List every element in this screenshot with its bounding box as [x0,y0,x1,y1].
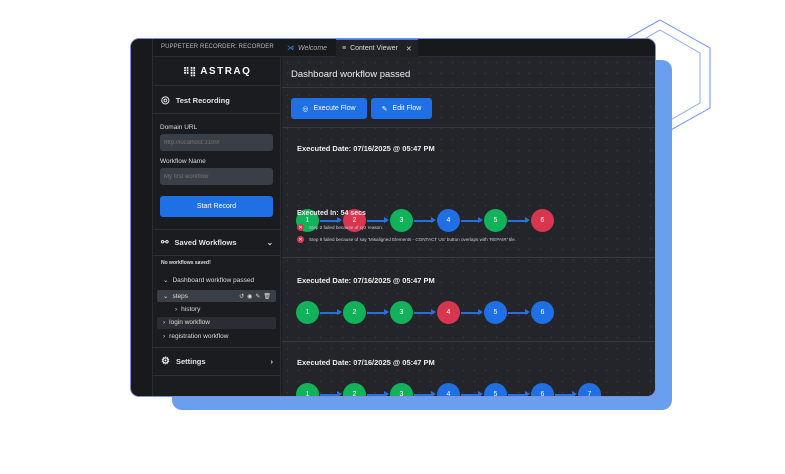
target-icon: ◎ [161,95,170,106]
flow-arrow [461,217,483,223]
login-row: › login workflow [163,319,210,326]
domain-url-input[interactable] [160,134,273,151]
step-node-pending[interactable]: 5 [484,301,507,324]
flow-arrow [461,391,483,396]
error-icon: ✕ [297,236,304,243]
step-node-pass[interactable]: 1 [296,383,319,396]
workflow-icon: ⚯ [161,237,169,247]
tree-item-dashboard[interactable]: ⌄ Dashboard workflow passed [163,276,255,285]
step-node-pending[interactable]: 4 [437,209,460,232]
tree-item-steps[interactable] [157,290,276,302]
file-icon: ≡ [342,45,347,52]
settings-header[interactable]: ⚙ Settings › [161,356,273,367]
flow-arrow [367,217,389,223]
flow-arrow [414,217,436,223]
error-icon: ✕ [297,224,304,231]
history-icon[interactable]: ↺ [239,293,245,300]
executed-date: Executed Date: 07/16/2025 @ 05:47 PM [297,276,435,285]
chevron-down-icon: ⌄ [163,277,169,284]
executed-in: Executed In: 54 secs [297,210,366,217]
step-node-pass[interactable]: 2 [343,383,366,396]
flow-arrow [508,217,530,223]
tab-welcome[interactable]: ⋊ Welcome [287,44,328,53]
step-node-pending[interactable]: 4 [437,383,460,396]
sidebar: ⠿⣿ASTRAQ ◎Test Recording Domain URL Work… [153,57,281,396]
trash-icon[interactable]: 🗑 [263,293,271,300]
flow-arrow [367,309,389,315]
step-node-pending[interactable]: 6 [531,383,554,396]
gear-icon: ⚙ [161,356,170,367]
flow-arrow [508,309,530,315]
workflow-name-input[interactable] [160,168,273,185]
tree-item-history[interactable]: › history [175,306,201,313]
workflow-name-label: Workflow Name [160,158,206,165]
flow-arrow [461,309,483,315]
error-message: ✕ Step 6 failed because of say 'Misaligne… [297,236,516,243]
chevron-right-icon: › [163,319,166,326]
chevron-right-icon: › [175,306,178,313]
step-node-pending[interactable]: 5 [484,383,507,396]
domain-url-label: Domain URL [160,124,198,131]
saved-workflows-header[interactable]: ⚯ Saved Workflows ⌄ [161,237,273,247]
page-title: Dashboard workflow passed [291,69,411,80]
step-node-pass[interactable]: 3 [390,209,413,232]
test-recording-header[interactable]: ◎ Test Recording [161,95,230,106]
chevron-down-icon: ⌄ [163,293,169,300]
logo: ⠿⣿ ASTRAQ [183,66,252,77]
step-node-pass[interactable]: 5 [484,209,507,232]
step-node-pending[interactable]: 7 [578,383,601,396]
chevron-right-icon: › [270,357,274,366]
target-icon: ◎ [302,105,309,113]
edit-icon[interactable]: ✎ [255,293,261,300]
flow-arrow [508,391,530,396]
flow-arrow [320,309,342,315]
flow-arrow [367,391,389,396]
flow-arrow [414,391,436,396]
execute-flow-button[interactable]: ◎ Execute Flow [291,98,367,119]
edit-icon: ✎ [381,105,388,113]
step-node-pass[interactable]: 2 [343,301,366,324]
tree-item-login[interactable] [157,317,276,329]
step-node-fail[interactable]: 2 [343,209,366,232]
content-viewer: Dashboard workflow passed ◎ Execute Flow … [282,57,655,396]
tab-content-viewer[interactable]: ≡ Content Viewer ✕ [336,39,418,57]
step-node-pass[interactable]: 1 [296,301,319,324]
executed-date: Executed Date: 07/16/2025 @ 05:47 PM [297,144,435,153]
steps-row: ⌄ steps ↺ ◉ ✎ 🗑 [163,292,271,301]
app-window: PUPPETEER RECORDER: RECORDER ⋊ Welcome ≡ C… [130,38,656,397]
app-title: PUPPETEER RECORDER: RECORDER [161,44,274,50]
chevron-right-icon: › [163,333,166,340]
step-node-pending[interactable]: 6 [531,301,554,324]
close-icon[interactable]: ✕ [405,45,412,53]
tree-item-registration[interactable]: › registration workflow [163,333,229,340]
flow-arrow [320,217,342,223]
flow-arrow [555,391,577,396]
play-icon[interactable]: ◉ [247,293,253,300]
flow-arrow [320,391,342,396]
step-node-pass[interactable]: 3 [390,383,413,396]
title-bar: PUPPETEER RECORDER: RECORDER ⋊ Welcome ≡ C… [153,39,655,57]
step-node-pass[interactable]: 3 [390,301,413,324]
edit-flow-button[interactable]: ✎ Edit Flow [371,98,432,119]
step-node-fail[interactable]: 6 [531,209,554,232]
vscode-icon: ⋊ [287,45,294,52]
no-workflows-text: No workflows saved! [161,260,211,266]
chevron-down-icon: ⌄ [266,238,273,247]
executed-date: Executed Date: 07/16/2025 @ 05:47 PM [297,358,435,367]
start-record-button[interactable]: Start Record [160,196,273,217]
error-message: ✕ Step 2 failed because of xyz reason. [297,224,384,231]
logo-icon: ⠿⣿ [183,66,197,76]
flow-arrow [414,309,436,315]
activity-bar [131,39,153,396]
step-node-fail[interactable]: 4 [437,301,460,324]
